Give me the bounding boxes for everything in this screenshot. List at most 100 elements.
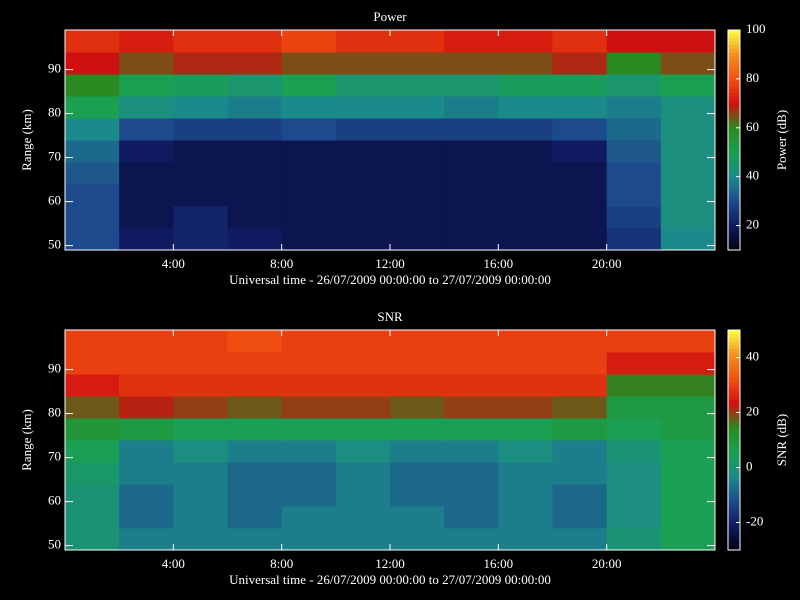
colorbar-strip [728, 425, 740, 430]
heat-cell [65, 440, 120, 463]
heat-cell [335, 140, 391, 163]
heat-cell [281, 162, 337, 185]
heat-cell [390, 462, 445, 485]
colorbar-strip [728, 337, 740, 342]
chart-title: SNR [377, 309, 403, 324]
colorbar-strip [728, 458, 740, 463]
y-tick-label: 60 [48, 493, 61, 508]
heat-cell [335, 330, 391, 353]
heat-cell [498, 418, 553, 441]
heat-cell [65, 396, 120, 419]
heat-cell [335, 352, 391, 375]
y-tick-label: 90 [48, 61, 61, 76]
heat-cell [444, 74, 499, 97]
heat-cell [498, 440, 553, 463]
heat-cell [173, 228, 228, 251]
colorbar-strip [728, 173, 740, 178]
heat-cell [281, 52, 337, 75]
heat-cell [227, 330, 283, 353]
heat-cell [390, 352, 445, 375]
heat-cell [335, 396, 391, 419]
colorbar-tick-label: 60 [746, 119, 759, 134]
colorbar-strip [728, 77, 740, 82]
heat-cell [498, 118, 553, 141]
heat-cell [660, 484, 716, 507]
y-tick-label: 80 [48, 405, 61, 420]
heat-cell [390, 162, 445, 185]
colorbar-strip [728, 187, 740, 192]
colorbar-strip [728, 154, 740, 159]
heat-cell [606, 506, 662, 529]
colorbar-strip [728, 352, 740, 357]
x-tick-label: 20:00 [592, 256, 622, 271]
heat-cell [660, 74, 716, 97]
x-axis-label: Universal time - 26/07/2009 00:00:00 to … [229, 272, 551, 287]
colorbar-strip [728, 63, 740, 68]
heat-cell [119, 206, 174, 229]
heat-cell [606, 396, 662, 419]
heat-cell [119, 396, 174, 419]
heat-cell [606, 140, 662, 163]
heat-cell [281, 30, 337, 53]
heat-cell [173, 30, 228, 53]
heat-cell [227, 206, 283, 229]
heat-cell [119, 462, 174, 485]
colorbar-strip [728, 151, 740, 156]
heat-cell [444, 484, 499, 507]
colorbar-strip [728, 125, 740, 130]
colorbar-strip [728, 399, 740, 404]
colorbar-strip [728, 370, 740, 375]
heat-cell [444, 528, 499, 551]
heat-cell [390, 396, 445, 419]
colorbar-strip [728, 44, 740, 49]
heat-cell [119, 506, 174, 529]
heat-cell [227, 374, 283, 397]
heat-cell [660, 374, 716, 397]
heat-cell [606, 484, 662, 507]
colorbar-strip [728, 246, 740, 251]
heat-cell [444, 228, 499, 251]
heat-cell [335, 462, 391, 485]
heat-cell [227, 352, 283, 375]
colorbar-strip [728, 381, 740, 386]
colorbar-strip [728, 165, 740, 170]
colorbar-strip [728, 330, 740, 335]
heat-cell [65, 418, 120, 441]
colorbar-strip [728, 228, 740, 233]
heat-cell [390, 30, 445, 53]
colorbar-strip [728, 539, 740, 544]
colorbar-strip [728, 235, 740, 240]
heat-cell [65, 528, 120, 551]
heat-cell [173, 140, 228, 163]
y-tick-label: 50 [48, 237, 61, 252]
heat-cell [552, 528, 608, 551]
colorbar-strip [728, 509, 740, 514]
heat-cell [335, 30, 391, 53]
heat-cell [390, 74, 445, 97]
colorbar-strip [728, 184, 740, 189]
colorbar-strip [728, 454, 740, 459]
x-tick-label: 8:00 [270, 556, 293, 571]
colorbar-strip [728, 59, 740, 64]
heat-cell [390, 118, 445, 141]
x-tick-label: 16:00 [484, 256, 514, 271]
heat-cell [390, 484, 445, 507]
heat-cell [335, 74, 391, 97]
colorbar-strip [728, 484, 740, 489]
colorbar-strip [728, 469, 740, 474]
heat-cell [173, 484, 228, 507]
heat-cell [335, 506, 391, 529]
colorbar-strip [728, 513, 740, 518]
colorbar-tick-label: 0 [746, 458, 753, 473]
heat-cell [119, 528, 174, 551]
heat-cell [281, 440, 337, 463]
heat-cell [227, 228, 283, 251]
heat-cell [173, 462, 228, 485]
heat-cell [498, 396, 553, 419]
heat-cell [335, 96, 391, 119]
heat-cell [552, 462, 608, 485]
colorbar-strip [728, 224, 740, 229]
heat-cell [606, 184, 662, 207]
heat-cell [281, 484, 337, 507]
x-tick-label: 8:00 [270, 256, 293, 271]
